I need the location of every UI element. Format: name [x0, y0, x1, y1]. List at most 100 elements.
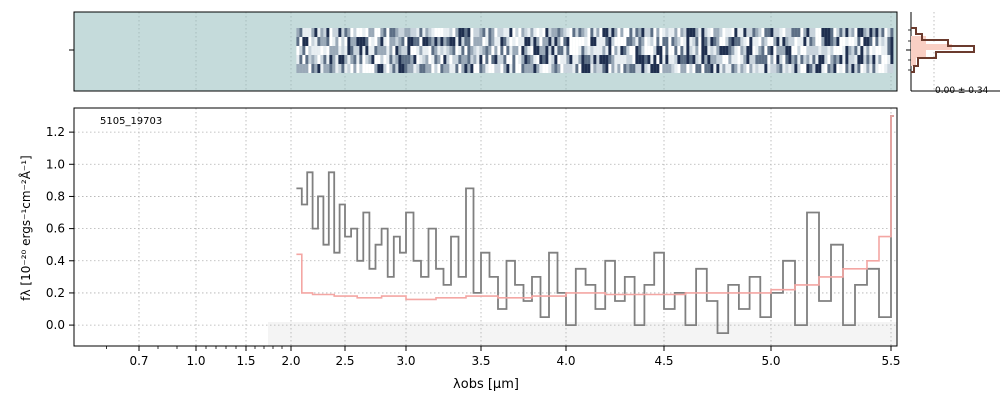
spectrum-2d-pixel — [614, 37, 618, 46]
spectrum-2d-pixel — [842, 28, 846, 37]
spectrum-2d-pixel — [587, 64, 591, 73]
spectrum-2d-pixel — [701, 46, 705, 55]
spectrum-2d-pixel — [713, 64, 717, 73]
spectrum-2d-pixel — [611, 28, 615, 37]
spectrum-2d-pixel — [569, 37, 573, 46]
spectrum-2d-pixel — [362, 55, 366, 64]
x-tick-label: 4.0 — [556, 354, 575, 368]
spectrum-2d-pixel — [863, 55, 867, 64]
spectrum-2d-pixel — [644, 37, 648, 46]
spectrum-2d-pixel — [743, 55, 747, 64]
spectrum-2d-pixel — [353, 55, 357, 64]
spectrum-2d-pixel — [689, 64, 693, 73]
spectrum-2d-pixel — [371, 64, 375, 73]
spectrum-2d-pixel — [413, 46, 417, 55]
spectrum-2d-pixel — [782, 37, 786, 46]
spectrum-2d-pixel — [338, 28, 342, 37]
spectrum-2d-pixel — [812, 64, 816, 73]
x-tick-label: 1.5 — [236, 354, 255, 368]
spectrum-2d-pixel — [686, 37, 690, 46]
spectrum-2d-pixel — [551, 37, 555, 46]
spectrum-2d-pixel — [845, 28, 849, 37]
spectrum-2d-pixel — [653, 28, 657, 37]
spectrum-2d-pixel — [422, 46, 426, 55]
spectrum-2d-pixel — [719, 64, 723, 73]
spectrum-2d-pixel — [389, 28, 393, 37]
spectrum-2d-pixel — [710, 28, 714, 37]
spectrum-2d-pixel — [785, 55, 789, 64]
spectrum-2d-pixel — [713, 37, 717, 46]
spectrum-2d-pixel — [677, 64, 681, 73]
spectrum-2d-pixel — [761, 37, 765, 46]
spectrum-2d-pixel — [299, 55, 303, 64]
spectrum-2d-pixel — [599, 64, 603, 73]
spectrum-2d-pixel — [692, 55, 696, 64]
spectrum-2d-pixel — [488, 64, 492, 73]
spectrum-2d-pixel — [434, 37, 438, 46]
spectrum-2d-pixel — [809, 37, 813, 46]
spectrum-2d-pixel — [863, 28, 867, 37]
spectrum-2d-pixel — [320, 37, 324, 46]
spectrum-2d-pixel — [461, 37, 465, 46]
spectrum-2d-pixel — [560, 46, 564, 55]
spectrum-2d-pixel — [737, 37, 741, 46]
spectrum-2d-pixel — [449, 28, 453, 37]
spectrum-2d-pixel — [629, 46, 633, 55]
model-spectrum-line — [296, 115, 894, 301]
spectrum-2d-pixel — [332, 55, 336, 64]
spectrum-2d-pixel — [578, 46, 582, 55]
spectrum-2d-pixel — [803, 28, 807, 37]
spectrum-2d-pixel — [659, 28, 663, 37]
spectrum-2d-pixel — [404, 37, 408, 46]
spectrum-2d-pixel — [782, 28, 786, 37]
y-tick-label: 0.6 — [46, 222, 65, 236]
spectrum-2d-pixel — [452, 46, 456, 55]
spectrum-2d-pixel — [407, 28, 411, 37]
spectrum-2d-pixel — [317, 37, 321, 46]
spectrum-2d-pixel — [524, 46, 528, 55]
spectrum-2d-pixel — [860, 64, 864, 73]
spectrum-2d-pixel — [347, 37, 351, 46]
spectrum-2d-pixel — [446, 46, 450, 55]
spectrum-2d-pixel — [545, 55, 549, 64]
y-tick-label: 1.0 — [46, 157, 65, 171]
spectrum-2d-pixel — [506, 64, 510, 73]
spectrum-2d-pixel — [353, 28, 357, 37]
spectrum-2d-pixel — [512, 28, 516, 37]
spectrum-2d-pixel — [485, 64, 489, 73]
spectrum-2d-pixel — [626, 37, 630, 46]
spectrum-2d-pixel — [533, 64, 537, 73]
spectrum-2d-pixel — [881, 55, 885, 64]
spectrum-2d-pixel — [656, 46, 660, 55]
spectrum-2d-pixel — [722, 37, 726, 46]
spectrum-2d-pixel — [587, 28, 591, 37]
spectrum-2d-pixel — [803, 37, 807, 46]
spectrum-2d-pixel — [818, 46, 822, 55]
spectrum-2d-pixel — [728, 37, 732, 46]
spectrum-2d-pixel — [581, 37, 585, 46]
spectrum-2d-pixel — [794, 37, 798, 46]
spectrum-2d-pixel — [770, 64, 774, 73]
spectrum-2d-pixel — [779, 64, 783, 73]
spectrum-2d-pixel — [611, 64, 615, 73]
spectrum-2d-pixel — [446, 55, 450, 64]
spectrum-2d-pixel — [296, 46, 300, 55]
spectrum-2d-pixel — [707, 46, 711, 55]
spectrum-2d-pixel — [413, 64, 417, 73]
spectrum-2d-pixel — [686, 64, 690, 73]
spectrum-2d-pixel — [503, 55, 507, 64]
spectrum-2d-pixel — [848, 64, 852, 73]
spectrum-2d-pixel — [590, 55, 594, 64]
spectrum-2d-pixel — [590, 64, 594, 73]
spectrum-2d-pixel — [506, 28, 510, 37]
spectrum-2d-pixel — [878, 28, 882, 37]
spectrum-2d-pixel — [704, 37, 708, 46]
spectrum-2d-pixel — [812, 55, 816, 64]
spectrum-2d-pixel — [374, 64, 378, 73]
spectrum-2d-pixel — [392, 46, 396, 55]
spectrum-2d-pixel — [644, 28, 648, 37]
spectrum-2d-pixel — [767, 28, 771, 37]
spectrum-2d-pixel — [320, 55, 324, 64]
spectrum-2d-pixel — [503, 28, 507, 37]
spectrum-2d-pixel — [749, 46, 753, 55]
